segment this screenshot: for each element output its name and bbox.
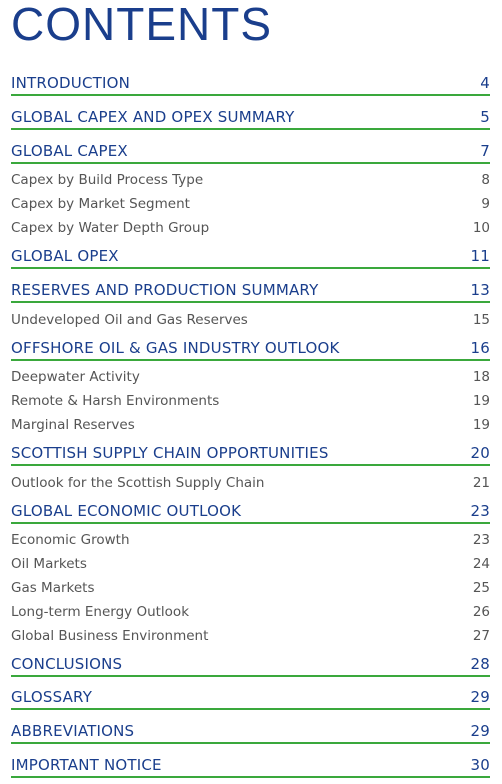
toc-entry-page: 29	[470, 722, 490, 740]
toc-entry-label: Capex by Market Segment	[11, 196, 190, 212]
toc-subsection-entry[interactable]: Global Business Environment 27	[11, 627, 490, 645]
toc-entry-label: CONCLUSIONS	[11, 655, 123, 673]
toc-subsection-entry[interactable]: Gas Markets 25	[11, 579, 490, 597]
toc-subsection-entry[interactable]: Outlook for the Scottish Supply Chain 21	[11, 474, 490, 492]
toc-subsection-entry[interactable]: Long-term Energy Outlook 26	[11, 603, 490, 621]
toc-subsection-entry[interactable]: Remote & Harsh Environments 19	[11, 392, 490, 410]
toc-section-entry[interactable]: GLOBAL OPEX 11	[11, 247, 490, 269]
toc-section-entry[interactable]: RESERVES AND PRODUCTION SUMMARY 13	[11, 281, 490, 303]
toc-entry-label: Gas Markets	[11, 580, 95, 596]
toc-entry-page: 16	[470, 339, 490, 357]
toc-subsection-entry[interactable]: Oil Markets 24	[11, 555, 490, 573]
toc-entry-label: Economic Growth	[11, 532, 130, 548]
toc-entry-page: 24	[472, 556, 490, 572]
toc-entry-label: Outlook for the Scottish Supply Chain	[11, 475, 265, 491]
toc-entry-page: 23	[472, 532, 490, 548]
toc-entry-label: RESERVES AND PRODUCTION SUMMARY	[11, 281, 319, 299]
toc-subsection-entry[interactable]: Deepwater Activity 18	[11, 368, 490, 386]
toc-entry-label: OFFSHORE OIL & GAS INDUSTRY OUTLOOK	[11, 339, 340, 357]
toc-entry-page: 11	[470, 247, 490, 265]
toc-entry-page: 10	[472, 220, 490, 236]
toc-entry-label: GLOSSARY	[11, 688, 93, 706]
toc-entry-label: INTRODUCTION	[11, 74, 131, 92]
toc-section-entry[interactable]: SCOTTISH SUPPLY CHAIN OPPORTUNITIES 20	[11, 444, 490, 466]
toc-entry-page: 21	[472, 475, 490, 491]
toc-section-entry[interactable]: OFFSHORE OIL & GAS INDUSTRY OUTLOOK 16	[11, 339, 490, 361]
toc-entry-page: 13	[470, 281, 490, 299]
toc-entry-label: GLOBAL CAPEX	[11, 142, 128, 160]
toc-entry-label: Capex by Build Process Type	[11, 172, 204, 188]
toc-entry-page: 28	[470, 655, 490, 673]
toc-subsection-entry[interactable]: Capex by Build Process Type 8	[11, 171, 490, 189]
toc-entry-page: 26	[472, 604, 490, 620]
toc-entry-label: Remote & Harsh Environments	[11, 393, 220, 409]
toc-subsection-entry[interactable]: Capex by Market Segment 9	[11, 195, 490, 213]
toc-entry-page: 18	[472, 369, 490, 385]
toc-entry-label: GLOBAL CAPEX AND OPEX SUMMARY	[11, 108, 295, 126]
toc-entry-page: 27	[472, 628, 490, 644]
toc-section-entry[interactable]: GLOBAL CAPEX 7	[11, 142, 490, 164]
toc-entry-label: ABBREVIATIONS	[11, 722, 135, 740]
toc-entry-label: Long-term Energy Outlook	[11, 604, 190, 620]
toc-section-entry[interactable]: CONCLUSIONS 28	[11, 655, 490, 677]
toc-section-entry[interactable]: GLOBAL CAPEX AND OPEX SUMMARY 5	[11, 108, 490, 130]
toc-entry-label: GLOBAL OPEX	[11, 247, 119, 265]
toc-entry-page: 19	[472, 417, 490, 433]
page-title: CONTENTS	[11, 0, 272, 50]
toc-section-entry[interactable]: INTRODUCTION 4	[11, 74, 490, 96]
toc-entry-page: 29	[470, 688, 490, 706]
toc-section-entry[interactable]: ABBREVIATIONS 29	[11, 722, 490, 744]
toc-subsection-entry[interactable]: Marginal Reserves 19	[11, 416, 490, 434]
toc-entry-page: 15	[472, 312, 490, 328]
toc-entry-page: 8	[481, 172, 490, 188]
toc-entry-label: Capex by Water Depth Group	[11, 220, 210, 236]
toc-entry-label: SCOTTISH SUPPLY CHAIN OPPORTUNITIES	[11, 444, 329, 462]
toc-entry-label: Undeveloped Oil and Gas Reserves	[11, 312, 248, 328]
toc-entry-page: 4	[480, 74, 490, 92]
toc-section-entry[interactable]: IMPORTANT NOTICE 30	[11, 756, 490, 778]
toc-entry-page: 30	[470, 756, 490, 774]
toc-subsection-entry[interactable]: Economic Growth 23	[11, 531, 490, 549]
toc-subsection-entry[interactable]: Capex by Water Depth Group 10	[11, 219, 490, 237]
toc-entry-page: 5	[480, 108, 490, 126]
toc-section-entry[interactable]: GLOBAL ECONOMIC OUTLOOK 23	[11, 502, 490, 524]
toc-entry-page: 20	[470, 444, 490, 462]
toc-entry-label: Oil Markets	[11, 556, 87, 572]
toc-section-entry[interactable]: GLOSSARY 29	[11, 688, 490, 710]
toc-subsection-entry[interactable]: Undeveloped Oil and Gas Reserves 15	[11, 311, 490, 329]
toc-entry-page: 23	[470, 502, 490, 520]
toc-entry-label: Marginal Reserves	[11, 417, 135, 433]
toc-entry-page: 9	[481, 196, 490, 212]
toc-entry-label: Deepwater Activity	[11, 369, 140, 385]
toc-entry-label: GLOBAL ECONOMIC OUTLOOK	[11, 502, 242, 520]
toc-entry-page: 19	[472, 393, 490, 409]
toc-entry-page: 25	[472, 580, 490, 596]
toc-entry-page: 7	[480, 142, 490, 160]
toc-entry-label: IMPORTANT NOTICE	[11, 756, 162, 774]
toc-entry-label: Global Business Environment	[11, 628, 209, 644]
